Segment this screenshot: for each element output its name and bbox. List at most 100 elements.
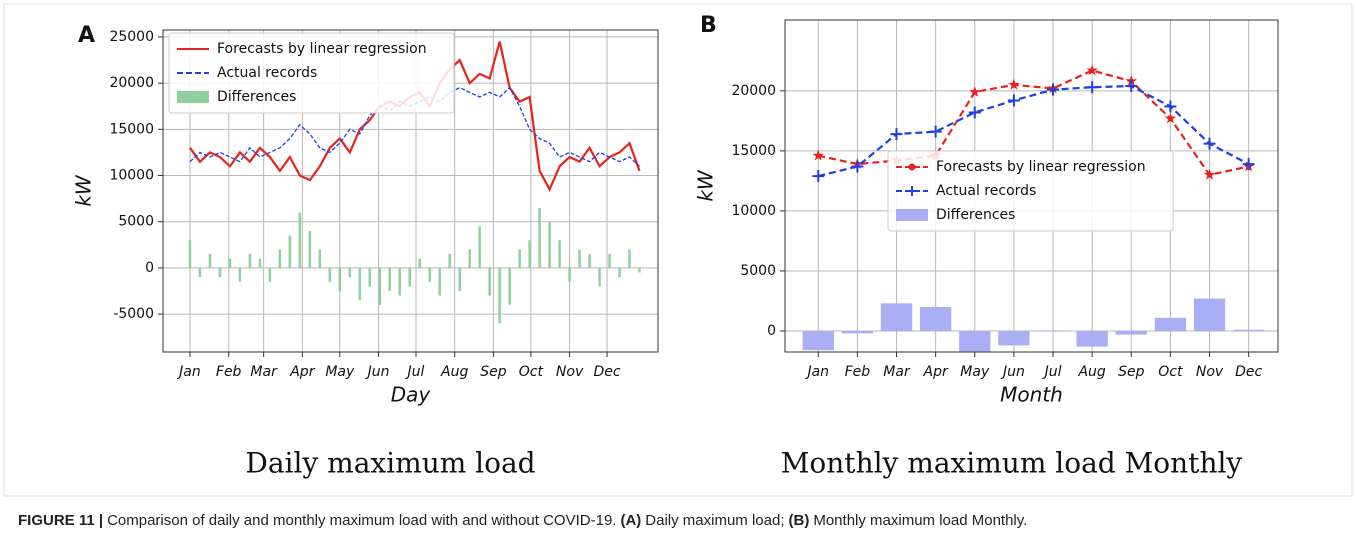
- legend-label: Differences: [936, 207, 1015, 223]
- marker: [1125, 80, 1138, 93]
- bar: [358, 267, 362, 301]
- bar: [628, 249, 631, 268]
- marker: [1242, 158, 1255, 171]
- subtitle: Daily maximum load: [245, 447, 535, 480]
- bar: [478, 226, 481, 268]
- caption-part: Daily maximum load;: [645, 512, 785, 529]
- marker: [1164, 112, 1177, 124]
- x-tick-label: Nov: [1196, 364, 1224, 380]
- bar: [959, 330, 991, 352]
- marker: [1164, 100, 1177, 113]
- bar: [998, 330, 1030, 346]
- y-tick-label: 0: [145, 260, 154, 276]
- bar: [588, 254, 591, 268]
- bar: [278, 249, 282, 268]
- y-tick-label: -5000: [113, 306, 154, 322]
- plot-frame: [162, 29, 659, 353]
- y-axis-label: kW: [72, 174, 96, 207]
- bar: [488, 267, 491, 296]
- x-tick-label: May: [325, 364, 355, 380]
- bar: [568, 267, 571, 282]
- y-tick-label: 10000: [731, 203, 776, 219]
- bar: [418, 258, 421, 268]
- marker: [1086, 81, 1099, 94]
- series-line: [817, 84, 1250, 178]
- marker: [1007, 94, 1020, 107]
- bar: [802, 330, 834, 351]
- bar: [508, 267, 511, 305]
- x-tick-label: Apr: [923, 364, 949, 380]
- marker: [1203, 137, 1216, 150]
- bar: [468, 249, 471, 268]
- bar: [1115, 330, 1147, 335]
- marker: [1047, 83, 1060, 96]
- bar: [1193, 298, 1226, 331]
- x-tick-label: Dec: [1235, 364, 1262, 380]
- marker: [1008, 78, 1020, 90]
- x-tick-label: May: [960, 364, 990, 380]
- x-tick-label: Aug: [440, 364, 468, 380]
- y-tick-label: 10000: [109, 168, 154, 184]
- bar: [638, 267, 641, 273]
- bar: [378, 267, 382, 305]
- y-tick-label: 15000: [731, 143, 776, 159]
- bar: [919, 306, 952, 331]
- marker: [890, 128, 903, 141]
- caption-part: FIGURE 11 |: [18, 512, 104, 529]
- bar: [618, 267, 621, 278]
- bar: [528, 240, 531, 268]
- bar: [368, 267, 372, 287]
- caption-part: Monthly maximum load Monthly.: [813, 512, 1028, 529]
- y-tick-label: 5000: [740, 263, 776, 279]
- x-tick-label: Jan: [804, 364, 829, 380]
- bar: [1233, 329, 1265, 331]
- bar: [558, 240, 561, 268]
- x-tick-label: Jan: [176, 364, 201, 380]
- bar: [841, 330, 874, 334]
- caption-part: (B): [788, 512, 810, 529]
- bar: [1076, 330, 1108, 347]
- bar: [208, 254, 212, 268]
- x-tick-label: Jun: [1000, 364, 1025, 380]
- bar: [448, 254, 451, 268]
- caption-part: (A): [620, 512, 642, 529]
- bar: [408, 267, 412, 287]
- x-tick-label: Jul: [1042, 364, 1062, 380]
- bar: [438, 267, 441, 296]
- subtitle: Monthly maximum load Monthly: [781, 447, 1243, 480]
- x-tick-label: Jun: [365, 364, 390, 380]
- x-tick-label: Oct: [1158, 364, 1183, 380]
- legend-swatch: [177, 91, 209, 103]
- x-tick-label: Nov: [556, 364, 584, 380]
- bar: [880, 303, 913, 331]
- x-tick-label: Mar: [250, 364, 278, 380]
- bar: [428, 267, 431, 282]
- legend-box: [168, 32, 455, 114]
- legend-label: Actual records: [936, 183, 1036, 199]
- y-tick-label: 20000: [109, 75, 154, 91]
- y-tick-label: 25000: [109, 29, 154, 45]
- bar: [248, 254, 252, 268]
- bar: [268, 267, 272, 282]
- x-tick-label: Sep: [480, 364, 507, 380]
- bar: [598, 267, 601, 287]
- x-tick-label: Feb: [845, 364, 871, 380]
- y-tick-label: 15000: [109, 121, 154, 137]
- bar: [338, 267, 342, 292]
- caption: FIGURE 11 | Comparison of daily and month…: [18, 512, 1031, 529]
- x-tick-label: Feb: [216, 364, 242, 380]
- x-tick-label: Jul: [405, 364, 425, 380]
- x-tick-label: Mar: [883, 364, 911, 380]
- marker: [1086, 64, 1098, 76]
- y-tick-label: 5000: [118, 214, 154, 230]
- bar: [498, 267, 501, 324]
- x-tick-label: Oct: [519, 364, 544, 380]
- bar: [1154, 317, 1187, 331]
- x-axis-label: Day: [391, 383, 432, 407]
- panel-label: B: [700, 13, 717, 38]
- bar: [298, 212, 302, 268]
- bar: [288, 235, 292, 268]
- bar: [388, 267, 392, 292]
- bar: [548, 221, 551, 268]
- legend-label: Forecasts by linear regression: [217, 41, 427, 57]
